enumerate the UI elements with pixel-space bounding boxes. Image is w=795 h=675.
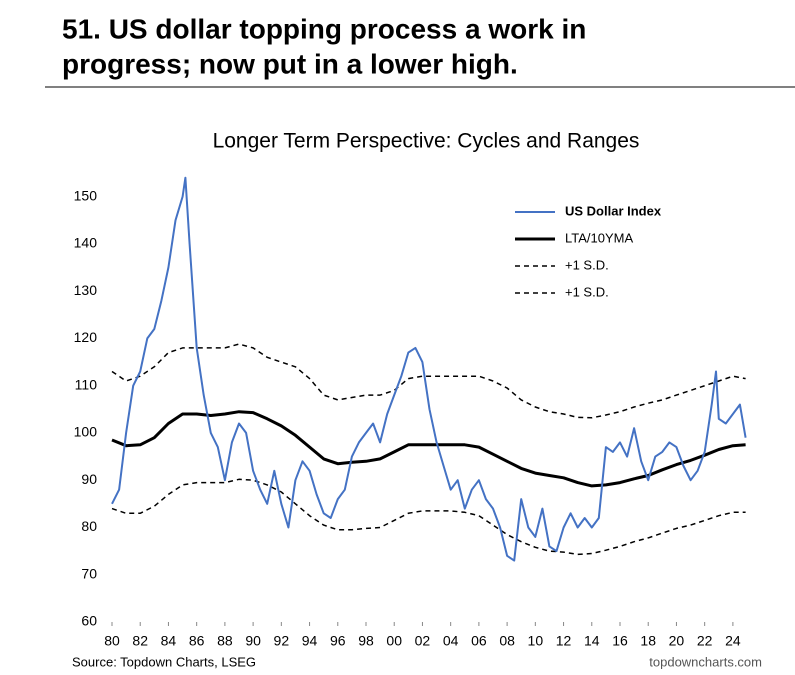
y-tick-label: 150 xyxy=(74,187,98,203)
y-tick-label: 110 xyxy=(75,376,98,392)
x-tick-label: 20 xyxy=(669,633,685,649)
x-tick-label: 90 xyxy=(245,633,261,649)
page-title-line: progress; now put in a lower high. xyxy=(62,48,518,79)
credit: topdowncharts.com xyxy=(649,654,762,669)
x-tick-label: 06 xyxy=(471,633,487,649)
series-line xyxy=(111,343,746,419)
series-line xyxy=(111,478,746,556)
x-tick-label: 80 xyxy=(104,633,120,649)
y-tick-label: 100 xyxy=(74,424,98,440)
chart-title: Longer Term Perspective: Cycles and Rang… xyxy=(213,130,640,153)
y-tick-label: 140 xyxy=(74,235,98,251)
y-tick-label: 80 xyxy=(81,518,97,534)
x-tick-label: 24 xyxy=(725,633,741,649)
x-tick-label: 02 xyxy=(415,633,431,649)
page-title-line: 51. US dollar topping process a work in xyxy=(62,13,586,44)
legend-label: +1 S.D. xyxy=(565,284,609,299)
x-tick-label: 18 xyxy=(640,633,656,649)
x-tick-label: 08 xyxy=(499,633,515,649)
x-tick-label: 88 xyxy=(217,633,233,649)
source: Source: Topdown Charts, LSEG xyxy=(72,654,256,669)
y-tick-label: 130 xyxy=(74,282,98,298)
x-tick-label: 98 xyxy=(358,633,374,649)
x-tick-label: 14 xyxy=(584,633,600,649)
legend-label: LTA/10YMA xyxy=(565,230,633,245)
x-tick-label: 92 xyxy=(274,633,290,649)
x-tick-label: 10 xyxy=(528,633,544,649)
y-tick-label: 60 xyxy=(81,613,97,629)
x-tick-label: 86 xyxy=(189,633,205,649)
y-tick-label: 70 xyxy=(81,565,97,581)
x-tick-label: 12 xyxy=(556,633,572,649)
x-tick-label: 82 xyxy=(132,633,148,649)
x-tick-label: 22 xyxy=(697,633,713,649)
x-tick-label: 96 xyxy=(330,633,346,649)
series-line xyxy=(111,176,747,562)
x-tick-label: 04 xyxy=(443,633,459,649)
y-tick-label: 90 xyxy=(81,471,97,487)
x-tick-label: 16 xyxy=(612,633,628,649)
series-line xyxy=(111,410,746,488)
x-tick-label: 00 xyxy=(386,633,402,649)
y-tick-label: 120 xyxy=(74,329,98,345)
x-tick-label: 84 xyxy=(161,633,177,649)
legend-label: US Dollar Index xyxy=(565,203,662,218)
legend-label: +1 S.D. xyxy=(565,257,609,272)
x-tick-label: 94 xyxy=(302,633,318,649)
